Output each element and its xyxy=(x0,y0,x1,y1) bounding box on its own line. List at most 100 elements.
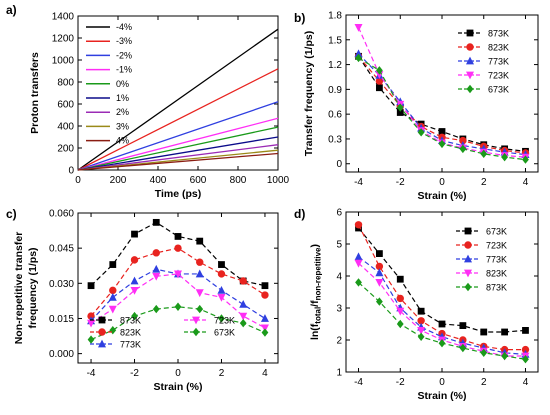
y-tick-label: 1400 xyxy=(52,12,75,23)
x-tick-label: 2 xyxy=(219,368,225,379)
legend-label: 823K xyxy=(120,328,141,338)
legend-marker xyxy=(98,339,106,348)
series-line-0 xyxy=(77,28,279,171)
data-point-1-3 xyxy=(152,249,160,257)
series-line-8 xyxy=(77,152,279,171)
data-point-1-3 xyxy=(417,317,425,325)
data-point-3-1 xyxy=(375,279,384,287)
y-axis-label-line: frequency (1/ps) xyxy=(27,247,39,328)
y-tick-label: 3 xyxy=(336,304,342,315)
x-axis-label: Strain (%) xyxy=(417,190,466,202)
plot-frame xyxy=(345,211,539,373)
data-point-4-6 xyxy=(480,348,488,357)
y-tick-label: 0.000 xyxy=(49,349,74,360)
data-point-4-0 xyxy=(355,53,362,63)
data-point-1-1 xyxy=(375,262,384,271)
data-point-3-5 xyxy=(195,289,204,298)
series-line-0 xyxy=(90,221,266,287)
data-point-0-0 xyxy=(87,282,95,290)
series-line-5 xyxy=(77,136,279,171)
legend-label: -4% xyxy=(116,22,132,32)
data-point-4-1 xyxy=(375,297,383,306)
legend-label: 723K xyxy=(214,316,235,326)
data-point-2-7 xyxy=(239,300,248,308)
data-point-4-2 xyxy=(396,103,404,112)
data-point-1-6 xyxy=(217,270,226,278)
data-point-3-7 xyxy=(239,312,248,321)
y-axis-label: Transfer frequency (1/ps) xyxy=(303,31,315,156)
data-point-1-1 xyxy=(109,286,117,295)
panel-label: c) xyxy=(6,207,17,221)
y-tick-label: 0 xyxy=(68,166,74,177)
y-tick-label: 4 xyxy=(336,272,342,283)
data-point-0-7 xyxy=(501,328,509,336)
data-point-3-2 xyxy=(130,286,139,295)
series-line-1 xyxy=(358,55,526,154)
legend-label: 0% xyxy=(116,79,129,89)
legend-label: 3% xyxy=(116,121,129,131)
legend-marker xyxy=(464,227,472,235)
data-point-3-6 xyxy=(217,293,226,302)
data-point-4-5 xyxy=(459,144,467,154)
y-axis-label-part: total xyxy=(314,307,323,324)
data-point-4-2 xyxy=(396,319,404,329)
data-point-4-8 xyxy=(522,355,529,364)
data-point-4-1 xyxy=(109,325,117,335)
x-tick-label: -4 xyxy=(354,377,363,388)
data-point-1-5 xyxy=(459,136,467,145)
data-point-2-2 xyxy=(130,276,139,285)
data-point-2-1 xyxy=(375,268,384,277)
data-point-4-7 xyxy=(501,351,509,361)
legend-label: 823K xyxy=(488,43,509,53)
legend-marker xyxy=(466,84,474,94)
y-tick-label: 0.6 xyxy=(328,110,342,121)
data-point-4-2 xyxy=(131,311,138,321)
data-point-4-8 xyxy=(261,328,269,337)
data-point-3-1 xyxy=(108,305,117,314)
x-tick-label: 2 xyxy=(481,177,487,188)
data-point-0-4 xyxy=(438,128,446,135)
data-point-0-6 xyxy=(218,261,225,268)
y-axis-label-part: ) xyxy=(309,244,321,248)
data-point-0-8 xyxy=(261,282,269,290)
legend-label: 673K xyxy=(486,227,507,237)
data-point-4-3 xyxy=(417,332,425,341)
legend-marker xyxy=(464,241,472,249)
data-point-1-5 xyxy=(196,258,204,266)
data-point-4-5 xyxy=(459,343,467,353)
legend-label: -2% xyxy=(116,50,132,60)
x-tick-label: 600 xyxy=(190,175,207,186)
legend-marker xyxy=(98,316,106,324)
x-tick-label: 800 xyxy=(230,175,247,186)
data-point-4-5 xyxy=(196,304,204,314)
data-point-0-1 xyxy=(375,84,383,92)
data-point-4-4 xyxy=(174,302,182,311)
plot-frame xyxy=(345,14,539,173)
x-tick-label: 2 xyxy=(481,377,487,388)
y-tick-label: 0 xyxy=(336,159,342,170)
legend-label: 873K xyxy=(488,29,509,39)
y-tick-label: 2 xyxy=(336,336,342,347)
x-tick-label: -4 xyxy=(87,368,96,379)
data-point-0-5 xyxy=(196,237,204,245)
y-axis-label-part: ln(f xyxy=(309,323,321,340)
y-tick-label: 0.030 xyxy=(49,279,74,290)
data-point-0-4 xyxy=(438,320,446,328)
series-line-3 xyxy=(90,273,266,329)
x-tick-label: 4 xyxy=(523,177,529,188)
y-tick-label: 6 xyxy=(336,208,342,219)
y-tick-label: 0.3 xyxy=(328,134,342,145)
data-point-0-2 xyxy=(396,109,404,116)
legend-label: 773K xyxy=(120,340,141,350)
x-tick-label: -4 xyxy=(354,177,363,188)
data-point-1-0 xyxy=(354,221,363,229)
data-point-0-3 xyxy=(417,307,425,315)
data-point-4-6 xyxy=(218,314,225,323)
legend-marker xyxy=(466,56,474,65)
data-point-2-0 xyxy=(354,49,363,58)
y-tick-label: 1 xyxy=(336,368,342,379)
series-line-1 xyxy=(77,68,279,171)
y-axis-label-part: non-repetitive xyxy=(314,247,323,300)
data-point-4-4 xyxy=(438,139,446,149)
